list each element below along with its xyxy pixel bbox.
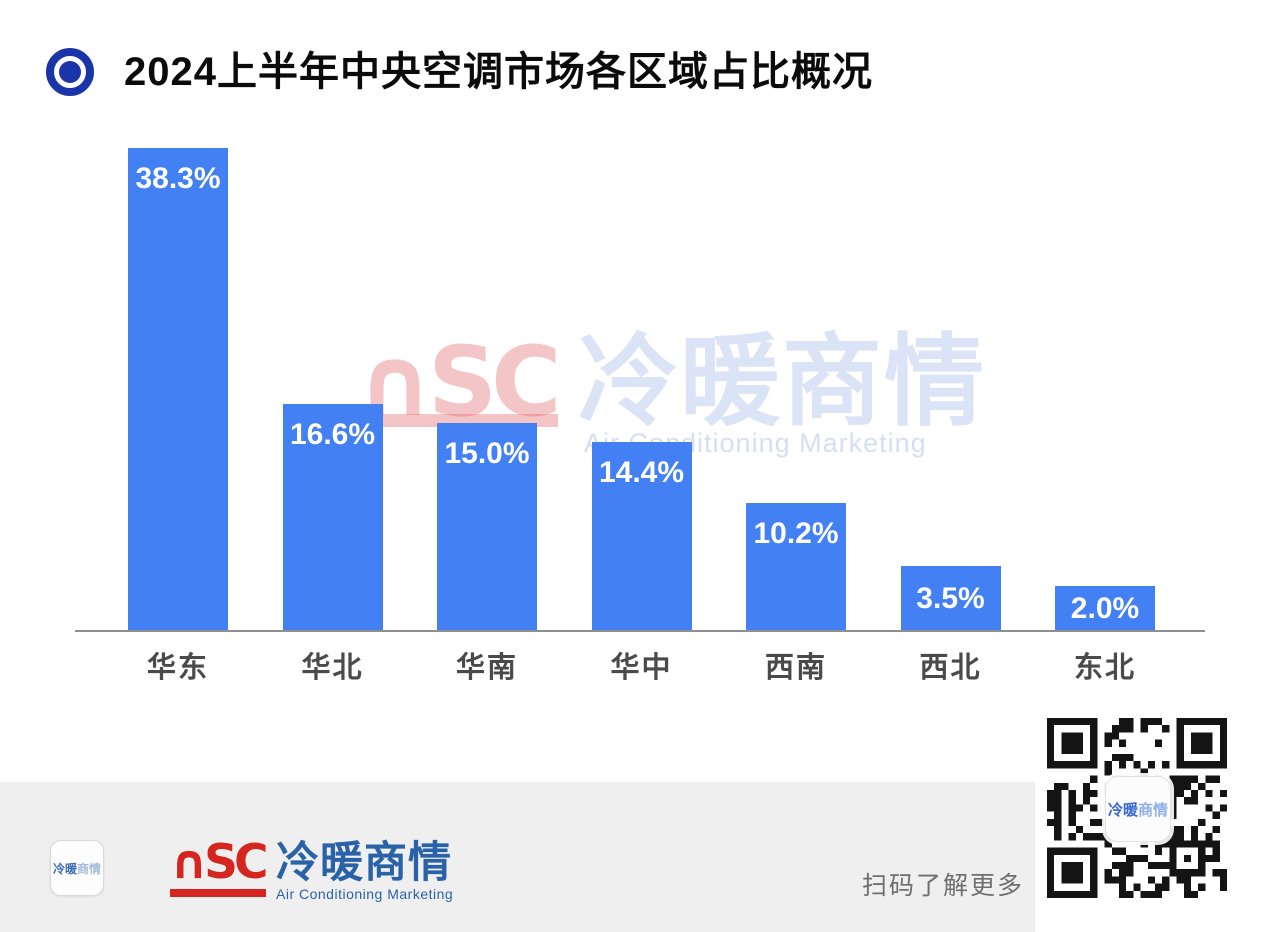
axis-label-华北: 华北 — [301, 652, 364, 684]
axis-label-华东: 华东 — [146, 652, 209, 684]
brand-text-block: 冷暖商情 Air Conditioning Marketing — [276, 840, 453, 902]
bar-华中: 14.4% — [591, 442, 692, 632]
qr-code-panel: 冷暖 商情 — [1035, 700, 1280, 932]
brand-app-icon: 冷暖 商情 — [50, 840, 104, 896]
title-bullet-icon — [46, 48, 94, 96]
bar-西北: 3.5% — [900, 566, 1001, 632]
axis-label-华中: 华中 — [610, 652, 673, 684]
nsc-logo: ∩SC — [170, 839, 269, 897]
scan-cta: 扫码了解更多 — [862, 866, 1056, 902]
footer-brand-block: 冷暖 商情 ∩SC 冷暖商情 Air Conditioning Marketing — [50, 839, 453, 902]
brand-name-cn: 冷暖商情 — [276, 839, 452, 887]
qr-center-logo: 冷暖 商情 — [1105, 776, 1171, 842]
bar-华东: 38.3% — [128, 148, 228, 632]
bar-value-label: 15.0% — [444, 437, 530, 470]
bar-西南: 10.2% — [746, 503, 846, 632]
bar-华北: 16.6% — [282, 404, 383, 632]
axis-label-东北: 东北 — [1073, 652, 1136, 684]
bar-东北: 2.0% — [1055, 586, 1155, 632]
axis-label-华南: 华南 — [455, 652, 518, 684]
title-row: 2024上半年中央空调市场各区域占比概况 — [46, 48, 873, 96]
page-title: 2024上半年中央空调市场各区域占比概况 — [124, 50, 873, 94]
scan-cta-text: 扫码了解更多 — [862, 872, 1025, 900]
bar-华南: 15.0% — [437, 423, 537, 632]
bar-value-label: 2.0% — [1070, 592, 1140, 625]
brand-name-en: Air Conditioning Marketing — [276, 886, 454, 902]
axis-label-西北: 西北 — [919, 652, 982, 684]
bar-value-label: 14.4% — [598, 456, 685, 489]
bar-value-label: 3.5% — [916, 582, 985, 615]
x-axis-line — [75, 630, 1205, 632]
bar-value-label: 10.2% — [753, 517, 839, 550]
bar-value-label: 16.6% — [289, 418, 376, 451]
bar-value-label: 38.3% — [135, 162, 221, 195]
qr-code: 冷暖 商情 — [1047, 718, 1227, 898]
axis-label-西南: 西南 — [764, 652, 827, 684]
